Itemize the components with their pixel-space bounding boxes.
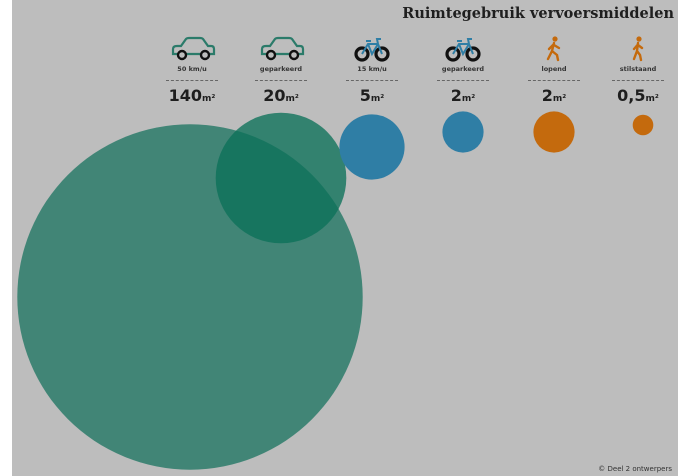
column-bicycle-moving: 15 km/u 5m² [337,34,407,105]
bubble-2 [339,114,405,180]
value-label: 20m² [263,86,299,105]
bicycle-icon [354,38,390,62]
divider [166,80,218,81]
chart-title: Ruimtegebruik vervoersmiddelen [402,5,674,22]
car-icon [260,36,305,61]
bubble-5 [632,114,654,136]
standing-person-icon [632,36,644,62]
value-label: 140m² [168,86,216,105]
divider [437,80,489,81]
category-label: 15 km/u [357,65,387,73]
value-label: 0,5m² [617,86,659,105]
bubble-1 [215,112,347,244]
category-label: lopend [541,65,567,73]
value-label: 2m² [541,86,567,105]
category-label: 50 km/u [177,65,207,73]
column-car-parked: geparkeerd 20m² [246,34,316,105]
walking-person-icon [546,36,561,62]
column-standing: stilstaand 0,5m² [603,34,673,105]
value-label: 5m² [359,86,385,105]
bubble-3 [442,111,484,153]
column-car-moving: 50 km/u 140m² [157,34,227,105]
value-label: 2m² [450,86,476,105]
bicycle-icon [445,38,481,62]
credit-text: © Deel 2 ontwerpers [598,465,672,473]
category-label: stilstaand [619,65,657,73]
divider [346,80,398,81]
divider [528,80,580,81]
divider [255,80,307,81]
divider [612,80,664,81]
category-label: geparkeerd [441,65,485,73]
car-icon [171,36,216,61]
column-walking: lopend 2m² [519,34,589,105]
column-bicycle-parked: geparkeerd 2m² [428,34,498,105]
category-label: geparkeerd [259,65,303,73]
bubble-4 [533,111,575,153]
